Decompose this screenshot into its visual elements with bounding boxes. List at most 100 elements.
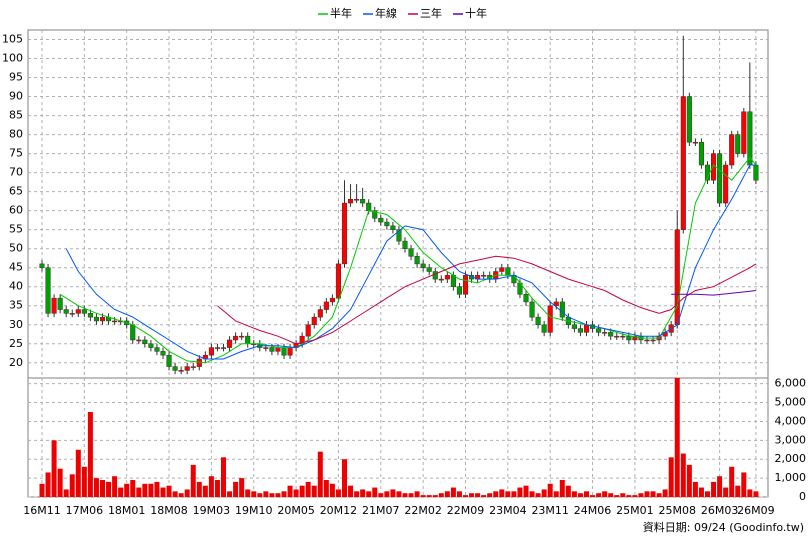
x-tick-label: 23M11 bbox=[531, 504, 569, 517]
volume-bar bbox=[130, 480, 136, 497]
volume-bar bbox=[692, 481, 698, 497]
candle-body bbox=[559, 301, 565, 318]
volume-bar bbox=[100, 480, 105, 497]
y-tick-label: 80 bbox=[9, 128, 23, 141]
volume-bar bbox=[553, 491, 559, 497]
volume-bar bbox=[414, 491, 420, 497]
volume-bar bbox=[275, 493, 281, 497]
volume-bar bbox=[541, 489, 547, 497]
candle-body bbox=[456, 286, 462, 295]
candle-body bbox=[360, 198, 366, 204]
ma-line bbox=[65, 164, 756, 360]
candle-body bbox=[602, 332, 608, 334]
volume-bar bbox=[208, 476, 214, 497]
candle-body bbox=[529, 301, 535, 318]
volume-bar bbox=[335, 489, 341, 497]
candle-body bbox=[51, 297, 57, 314]
candle-body bbox=[190, 366, 196, 368]
candle-body bbox=[577, 328, 584, 333]
volume-bar bbox=[668, 457, 674, 497]
y-tick-label: 25 bbox=[9, 337, 23, 350]
candle-body bbox=[372, 210, 378, 219]
candle-body bbox=[698, 141, 705, 166]
candle-body bbox=[305, 324, 311, 337]
volume-bar bbox=[293, 489, 299, 497]
volume-bar bbox=[81, 466, 87, 497]
volume-bar bbox=[348, 485, 354, 497]
volume-bar bbox=[390, 489, 396, 497]
x-tick-label: 18M01 bbox=[108, 504, 146, 517]
candle-body bbox=[142, 339, 148, 345]
candle-body bbox=[729, 134, 735, 166]
y-tick-label: 1,000 bbox=[775, 471, 807, 484]
candle-body bbox=[535, 316, 541, 326]
volume-bar bbox=[378, 493, 384, 497]
volume-bar bbox=[735, 485, 741, 497]
candle-body bbox=[45, 267, 51, 314]
volume-bar bbox=[723, 487, 729, 497]
candle-body bbox=[499, 267, 505, 272]
volume-bar bbox=[547, 483, 553, 497]
candle-body bbox=[414, 256, 420, 265]
candle-body bbox=[620, 335, 626, 338]
ma-line bbox=[671, 290, 756, 296]
candle-body bbox=[614, 335, 620, 338]
volume-frame bbox=[27, 377, 769, 498]
price-frame bbox=[27, 29, 769, 379]
candle-body bbox=[462, 275, 469, 295]
volume-bar bbox=[680, 453, 686, 497]
candle-body bbox=[450, 275, 456, 287]
candle-body bbox=[172, 366, 178, 371]
candle-body bbox=[317, 309, 323, 318]
x-tick-label: 21M07 bbox=[362, 504, 400, 517]
candle-body bbox=[269, 347, 275, 352]
volume-bar bbox=[39, 483, 45, 497]
volume-bar bbox=[698, 487, 704, 497]
candle-body bbox=[329, 297, 335, 303]
volume-bar bbox=[118, 487, 124, 497]
candle-body bbox=[523, 294, 529, 303]
volume-bar bbox=[608, 493, 614, 497]
volume-bar bbox=[584, 491, 589, 497]
legend-label: 十年 bbox=[465, 6, 487, 20]
candle-body bbox=[263, 347, 269, 349]
volume-bar bbox=[63, 489, 69, 497]
volume-bar bbox=[408, 493, 414, 497]
candle-body bbox=[444, 275, 450, 280]
volume-bar bbox=[75, 449, 81, 497]
candle-body bbox=[680, 96, 686, 230]
volume-bar bbox=[596, 493, 602, 497]
volume-bar bbox=[214, 480, 220, 497]
candle-body bbox=[632, 335, 638, 341]
volume-bar bbox=[517, 487, 523, 497]
volume-bar bbox=[559, 480, 565, 497]
volume-bar bbox=[626, 495, 632, 497]
x-tick-label: 16M11 bbox=[23, 504, 61, 517]
candle-body bbox=[275, 347, 281, 352]
candle-body bbox=[348, 198, 354, 204]
candle-body bbox=[402, 240, 408, 249]
volume-bar bbox=[505, 491, 511, 497]
volume-bar bbox=[245, 489, 251, 497]
x-tick-label: 22M02 bbox=[404, 504, 442, 517]
y-tick-label: 0 bbox=[799, 490, 806, 503]
candle-body bbox=[136, 339, 142, 342]
volume-bar bbox=[323, 480, 329, 497]
volume-bar bbox=[602, 491, 608, 497]
volume-bar bbox=[221, 457, 226, 497]
candle-body bbox=[184, 366, 190, 371]
volume-bar bbox=[372, 487, 378, 497]
x-tick-label: 26M03 bbox=[701, 504, 739, 517]
candle-body bbox=[93, 316, 100, 322]
volume-bar bbox=[638, 493, 644, 497]
y-tick-label: 30 bbox=[9, 318, 23, 331]
candle-body bbox=[208, 347, 214, 356]
y-tick-label: 60 bbox=[9, 204, 23, 217]
volume-bar bbox=[674, 378, 680, 497]
candle-body bbox=[741, 111, 747, 154]
volume-bar bbox=[717, 476, 723, 497]
candle-body bbox=[432, 271, 438, 280]
candle-body bbox=[57, 297, 63, 310]
legend-label: 半年 bbox=[330, 6, 352, 20]
